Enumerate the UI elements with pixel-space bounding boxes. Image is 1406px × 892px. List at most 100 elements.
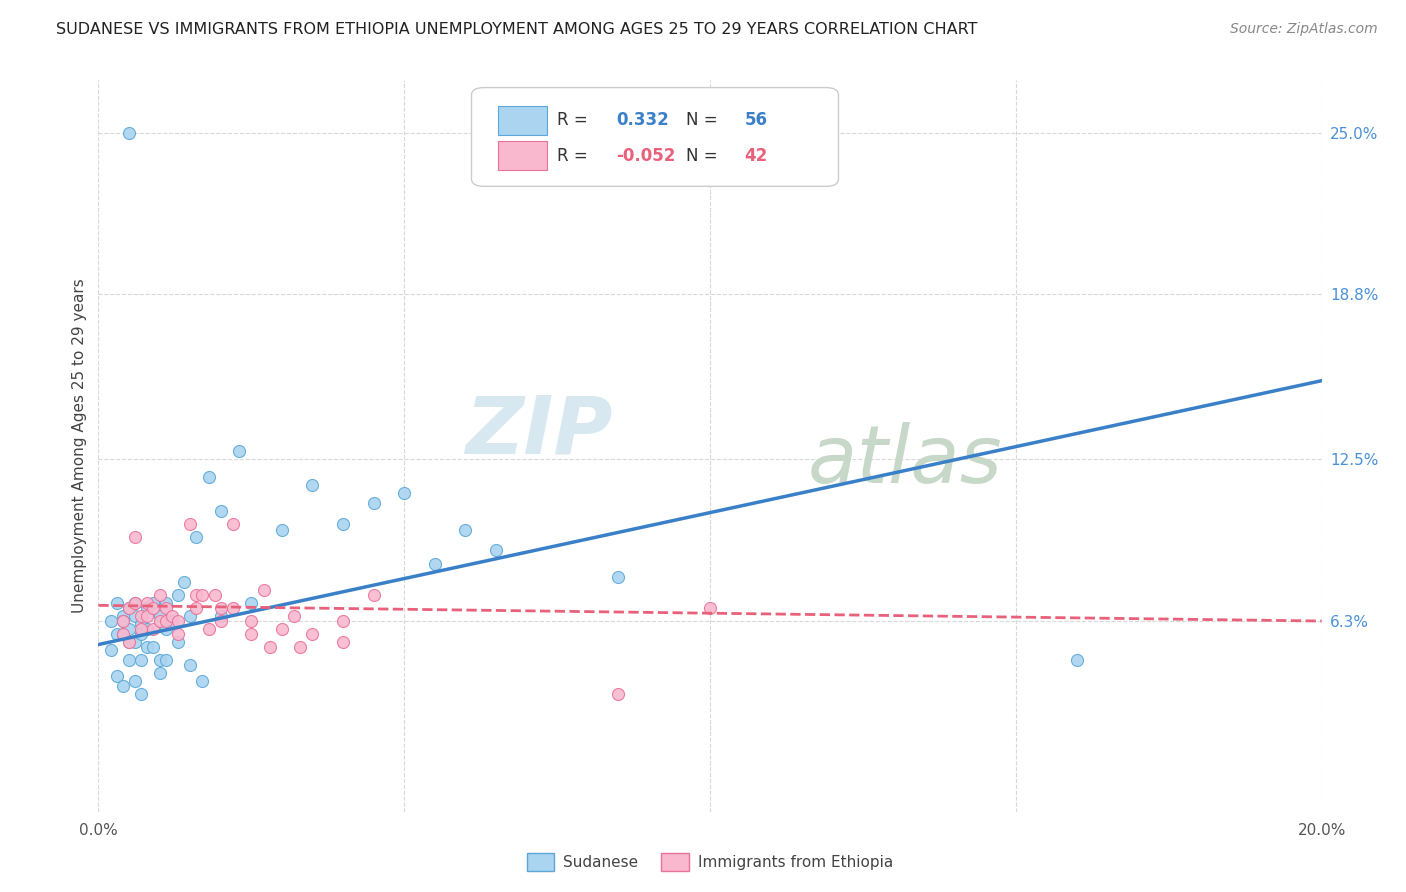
- Text: R =: R =: [557, 146, 593, 165]
- Point: [124, 608, 146, 623]
- Point: [111, 614, 134, 628]
- Point: [607, 687, 630, 701]
- Text: N =: N =: [686, 146, 723, 165]
- Point: [111, 608, 134, 623]
- Point: [290, 640, 312, 655]
- Point: [186, 601, 208, 615]
- Point: [240, 614, 263, 628]
- Point: [118, 635, 141, 649]
- Text: atlas: atlas: [808, 422, 1002, 500]
- Point: [167, 635, 190, 649]
- Point: [259, 640, 281, 655]
- Point: [118, 622, 141, 636]
- Point: [124, 674, 146, 689]
- Point: [392, 486, 416, 500]
- Point: [240, 627, 263, 641]
- Point: [142, 596, 165, 610]
- Point: [129, 687, 152, 701]
- Point: [111, 614, 134, 628]
- Point: [173, 574, 195, 589]
- Point: [332, 614, 354, 628]
- Point: [209, 504, 232, 518]
- Point: [111, 679, 134, 693]
- Point: [118, 635, 141, 649]
- Point: [100, 614, 122, 628]
- Point: [149, 608, 172, 623]
- Point: [118, 601, 141, 615]
- Point: [363, 588, 385, 602]
- Point: [155, 596, 177, 610]
- Point: [149, 588, 172, 602]
- Point: [186, 530, 208, 544]
- Point: [124, 596, 146, 610]
- Point: [209, 608, 232, 623]
- Point: [105, 669, 128, 683]
- Point: [155, 601, 177, 615]
- Point: [222, 601, 245, 615]
- Point: [167, 614, 190, 628]
- Point: [301, 478, 323, 492]
- Point: [155, 622, 177, 636]
- Point: [111, 627, 134, 641]
- Text: SUDANESE VS IMMIGRANTS FROM ETHIOPIA UNEMPLOYMENT AMONG AGES 25 TO 29 YEARS CORR: SUDANESE VS IMMIGRANTS FROM ETHIOPIA UNE…: [56, 22, 977, 37]
- Point: [100, 642, 122, 657]
- Text: R =: R =: [557, 111, 593, 128]
- Point: [105, 627, 128, 641]
- Legend: Sudanese, Immigrants from Ethiopia: Sudanese, Immigrants from Ethiopia: [520, 847, 900, 877]
- Point: [136, 622, 159, 636]
- Point: [179, 517, 201, 532]
- Point: [222, 517, 245, 532]
- Bar: [498, 141, 547, 170]
- Point: [118, 653, 141, 667]
- Point: [149, 666, 172, 681]
- Point: [129, 653, 152, 667]
- Point: [179, 658, 201, 673]
- Text: Source: ZipAtlas.com: Source: ZipAtlas.com: [1230, 22, 1378, 37]
- Point: [149, 653, 172, 667]
- Point: [142, 622, 165, 636]
- Point: [167, 588, 190, 602]
- Point: [454, 523, 477, 537]
- Point: [270, 622, 292, 636]
- Point: [423, 557, 446, 571]
- Point: [136, 601, 159, 615]
- Point: [136, 608, 159, 623]
- Y-axis label: Unemployment Among Ages 25 to 29 years: Unemployment Among Ages 25 to 29 years: [72, 278, 87, 614]
- Point: [142, 601, 165, 615]
- Point: [283, 608, 305, 623]
- Point: [136, 596, 159, 610]
- Point: [363, 496, 385, 510]
- Point: [270, 523, 292, 537]
- Point: [129, 616, 152, 631]
- Point: [129, 608, 152, 623]
- Point: [111, 627, 134, 641]
- Bar: [498, 106, 547, 136]
- Point: [332, 635, 354, 649]
- Point: [155, 614, 177, 628]
- Point: [607, 569, 630, 583]
- Point: [301, 627, 323, 641]
- Point: [209, 601, 232, 615]
- Point: [118, 126, 141, 140]
- Point: [167, 627, 190, 641]
- Point: [240, 596, 263, 610]
- Point: [191, 674, 214, 689]
- Point: [118, 601, 141, 615]
- Text: 56: 56: [744, 111, 768, 128]
- Point: [155, 653, 177, 667]
- Point: [160, 614, 183, 628]
- Point: [124, 635, 146, 649]
- Point: [124, 596, 146, 610]
- Text: 0.332: 0.332: [616, 111, 669, 128]
- Point: [209, 614, 232, 628]
- Point: [197, 470, 219, 484]
- Point: [129, 622, 152, 636]
- Point: [485, 543, 508, 558]
- Point: [228, 444, 250, 458]
- Point: [124, 530, 146, 544]
- FancyBboxPatch shape: [471, 87, 838, 186]
- Point: [160, 608, 183, 623]
- Point: [105, 596, 128, 610]
- Point: [204, 588, 226, 602]
- Point: [197, 622, 219, 636]
